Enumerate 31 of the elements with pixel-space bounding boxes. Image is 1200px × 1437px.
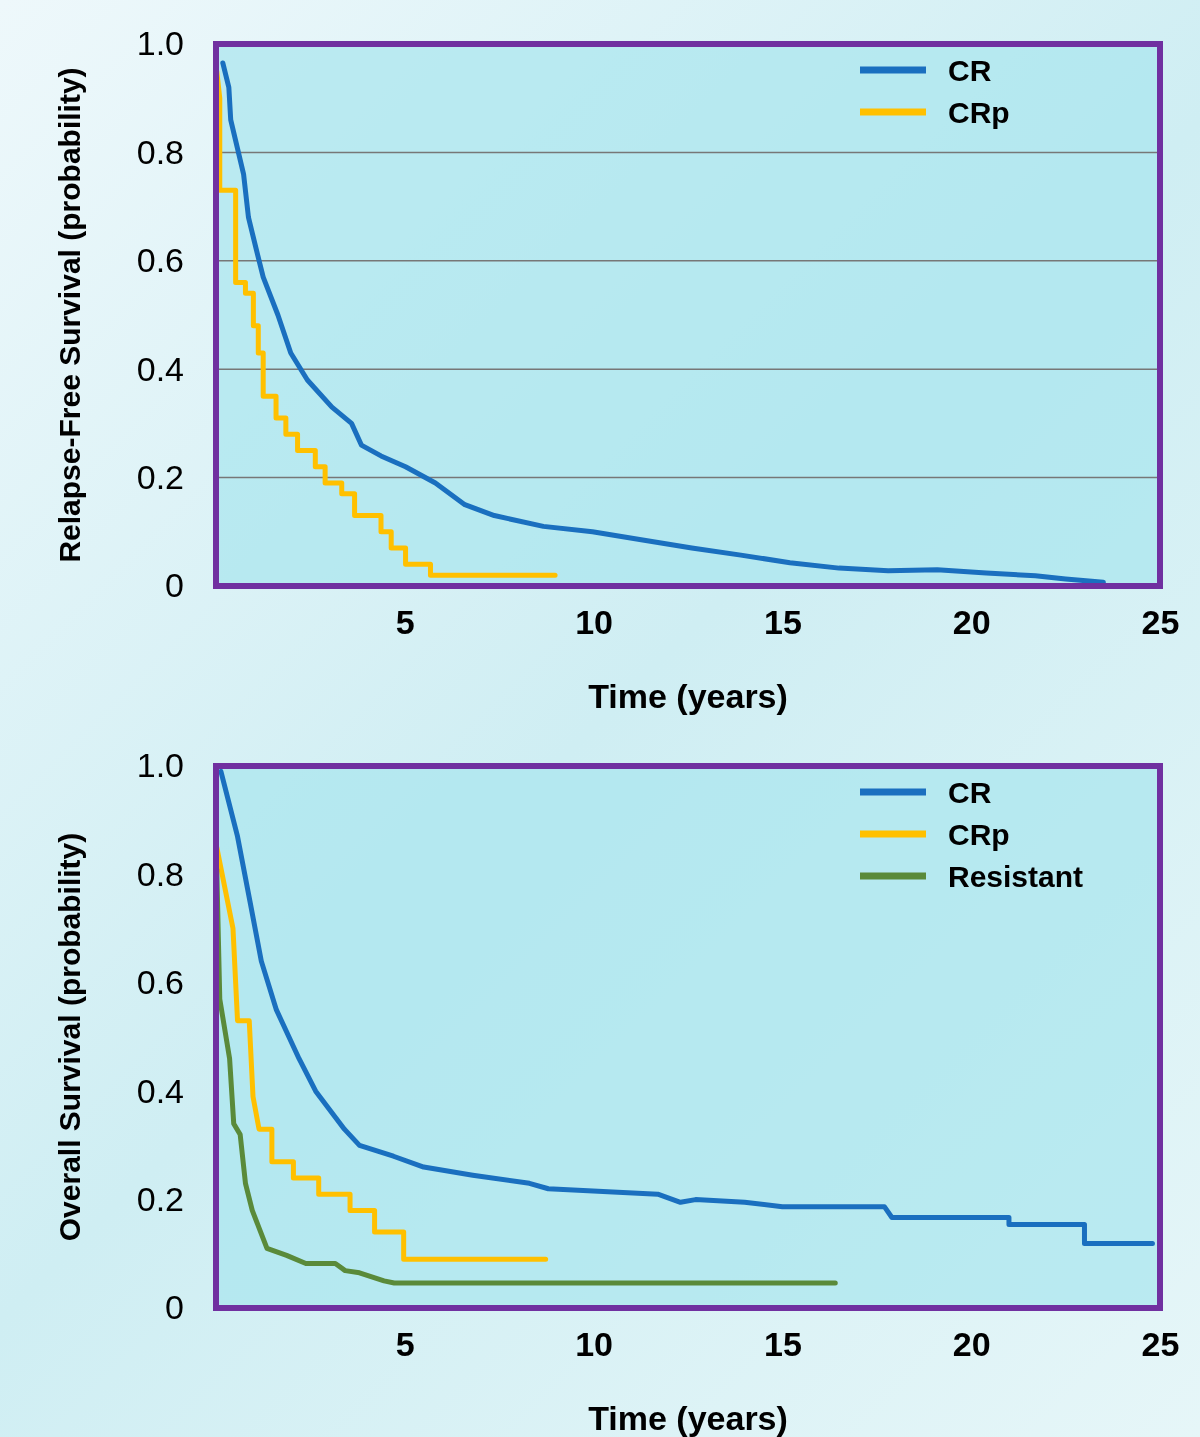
legend-label: CRp (948, 96, 1010, 129)
y-tick-label: 0.2 (136, 457, 184, 496)
legend-label: Resistant (948, 860, 1084, 893)
y-tick-label: 0.6 (136, 963, 184, 1002)
x-tick-label: 5 (395, 1325, 415, 1364)
y-tick-label: 0.6 (136, 241, 184, 280)
x-axis-title: Time (years) (588, 677, 788, 715)
legend-label: CR (948, 54, 992, 87)
y-tick-label: 0.8 (136, 132, 184, 171)
x-axis-title: Time (years) (588, 1399, 788, 1437)
y-axis-title: Relapse-Free Survival (probability) (53, 67, 86, 563)
x-tick-label: 15 (763, 1325, 802, 1364)
y-tick-label: 1.0 (136, 24, 184, 63)
y-tick-label: 0 (165, 566, 184, 605)
x-tick-label: 5 (395, 603, 415, 642)
y-axis-title: Overall Survival (probability) (53, 832, 86, 1242)
x-tick-label: 20 (952, 603, 991, 642)
y-tick-label: 0.2 (136, 1179, 184, 1218)
y-tick-label: 0.4 (136, 349, 184, 388)
x-tick-label: 15 (763, 603, 802, 642)
legend-label: CR (948, 776, 992, 809)
x-tick-label: 10 (575, 603, 614, 642)
y-tick-label: 1.0 (136, 746, 184, 785)
y-tick-label: 0.8 (136, 854, 184, 893)
x-tick-label: 25 (1141, 1325, 1180, 1364)
y-tick-label: 0 (165, 1288, 184, 1327)
x-tick-label: 10 (575, 1325, 614, 1364)
x-tick-label: 25 (1141, 603, 1180, 642)
x-tick-label: 20 (952, 1325, 991, 1364)
y-tick-label: 0.4 (136, 1071, 184, 1110)
legend-label: CRp (948, 818, 1010, 851)
